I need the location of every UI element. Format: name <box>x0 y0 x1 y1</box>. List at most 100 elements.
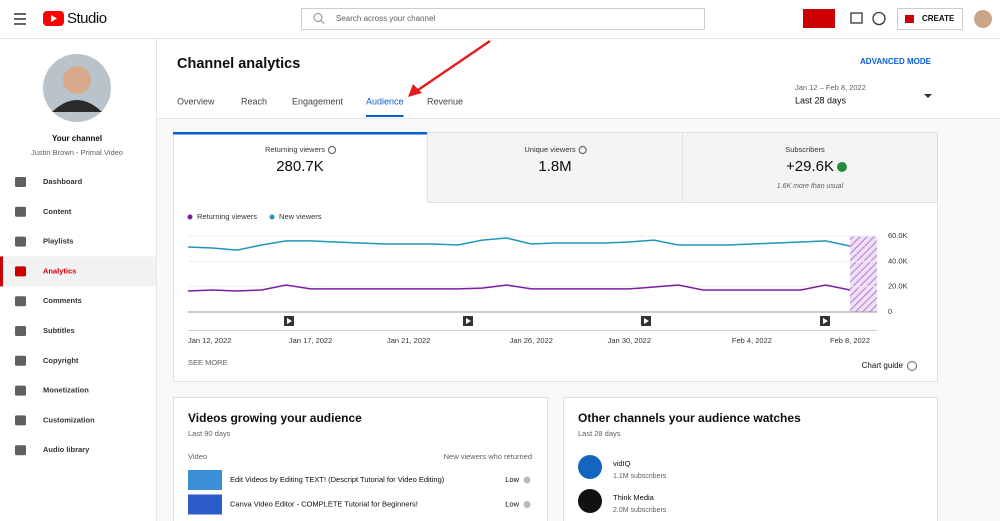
annotation-arrow <box>408 84 422 97</box>
upload-marker <box>287 318 292 324</box>
channel-logo[interactable] <box>578 489 602 513</box>
date-range[interactable]: Jan 12 – Feb 8, 2022 <box>795 83 866 92</box>
nav-icon[interactable] <box>15 236 26 247</box>
account-avatar[interactable] <box>974 10 992 28</box>
page-title: Channel analytics <box>177 56 300 72</box>
video-thumbnail[interactable] <box>188 494 222 515</box>
logo-text[interactable]: Studio <box>67 10 107 27</box>
nav-icon[interactable] <box>15 177 26 187</box>
channel-title: Your channel <box>52 134 102 143</box>
video-thumbnail[interactable] <box>188 470 222 490</box>
metric-label[interactable]: Subscribers <box>785 145 825 154</box>
search-icon <box>313 13 323 22</box>
channel-name[interactable]: vidIQ <box>613 459 631 468</box>
row-value: Low <box>505 475 519 484</box>
upload-marker <box>466 318 471 324</box>
channel-logo[interactable] <box>578 455 602 479</box>
nav-item[interactable]: Analytics <box>43 266 76 275</box>
metric-value[interactable]: +29.6K <box>786 158 834 175</box>
series-line <box>187 284 851 292</box>
tab[interactable]: Revenue <box>427 96 463 106</box>
card-subtitle: Last 28 days <box>578 429 621 438</box>
nav-icon[interactable] <box>15 266 26 277</box>
menu-icon[interactable] <box>14 13 26 25</box>
card <box>563 397 938 521</box>
period[interactable]: Last 28 days <box>795 95 847 105</box>
y-tick-label: 60.0K <box>888 231 908 240</box>
nav-item[interactable]: Copyright <box>43 356 79 365</box>
feedback-icon[interactable] <box>850 12 863 24</box>
card <box>173 397 548 521</box>
x-tick-label: Feb 8, 2022 <box>830 336 870 345</box>
nav-item[interactable]: Subtitles <box>43 326 75 335</box>
search-box[interactable] <box>301 8 705 30</box>
partial-period <box>850 236 877 312</box>
video-title[interactable]: Canva Video Editor - COMPLETE Tutorial f… <box>230 499 418 508</box>
tab[interactable]: Reach <box>241 96 267 106</box>
x-tick-label: Feb 4, 2022 <box>732 336 772 345</box>
info-icon <box>523 476 531 484</box>
info-icon <box>578 146 587 154</box>
nav-item[interactable]: Playlists <box>43 237 73 246</box>
see-more[interactable]: SEE MORE <box>188 358 228 367</box>
column-header: Video <box>188 452 207 461</box>
trend-up-icon <box>836 162 847 172</box>
legend-label: Returning viewers <box>197 212 257 221</box>
upload-marker <box>823 318 828 324</box>
x-tick-label: Jan 26, 2022 <box>510 336 553 345</box>
nav-item[interactable]: Comments <box>43 296 82 305</box>
legend-label: New viewers <box>279 212 322 221</box>
nav-icon[interactable] <box>15 445 26 456</box>
metric-value[interactable]: 280.7K <box>276 158 324 175</box>
metric-label[interactable]: Unique viewers <box>524 145 576 154</box>
series-line <box>187 237 851 251</box>
info-icon <box>328 146 337 154</box>
nav-icon[interactable] <box>15 385 26 396</box>
tab[interactable]: Audience <box>366 96 404 106</box>
advanced-mode[interactable]: ADVANCED MODE <box>860 57 932 66</box>
card-subtitle: Last 90 days <box>188 429 231 438</box>
nav-icon[interactable] <box>15 415 26 426</box>
card-title: Other channels your audience watches <box>578 411 801 425</box>
y-tick-label: 20.0K <box>888 282 908 291</box>
upload-marker <box>644 318 649 324</box>
video-title[interactable]: Edit Videos by Editing TEXT! (Descript T… <box>230 475 445 484</box>
create-button[interactable] <box>897 8 963 30</box>
nav-icon[interactable] <box>15 326 26 336</box>
y-tick-label: 40.0K <box>888 256 908 265</box>
live-button[interactable] <box>803 9 835 28</box>
nav-item[interactable]: Audio library <box>43 445 90 454</box>
metric-value[interactable]: 1.8M <box>538 158 571 175</box>
create-label[interactable]: CREATE <box>922 14 955 23</box>
channel-subscribers: 1.1M subscribers <box>613 473 667 480</box>
x-tick-label: Jan 30, 2022 <box>608 336 651 345</box>
search-placeholder[interactable]: Search across your channel <box>336 14 435 23</box>
nav-item[interactable]: Dashboard <box>43 177 83 186</box>
nav-item[interactable]: Customization <box>43 415 95 424</box>
nav-icon[interactable] <box>15 355 26 366</box>
channel-name[interactable]: Think Media <box>613 493 655 502</box>
x-tick-label: Jan 12, 2022 <box>188 336 231 345</box>
channel-subscribers: 2.0M subscribers <box>613 507 667 514</box>
row-value: Low <box>505 499 519 508</box>
nav-active-bar <box>0 256 3 287</box>
metric-note: 1.6K more than usual <box>777 183 844 190</box>
x-tick-label: Jan 17, 2022 <box>289 336 332 345</box>
chart-guide-icon[interactable] <box>907 361 917 371</box>
nav-item[interactable]: Content <box>43 207 72 216</box>
tab[interactable]: Engagement <box>292 96 344 106</box>
nav-icon[interactable] <box>15 296 26 307</box>
metric-label[interactable]: Returning viewers <box>265 145 325 154</box>
create-icon <box>905 15 914 23</box>
tab[interactable]: Overview <box>177 96 215 106</box>
legend-swatch <box>187 214 193 220</box>
x-tick-label: Jan 21, 2022 <box>387 336 430 345</box>
help-icon[interactable] <box>872 11 886 26</box>
dropdown-caret[interactable] <box>924 94 932 98</box>
nav-item[interactable]: Monetization <box>43 386 89 395</box>
nav-icon[interactable] <box>15 206 26 217</box>
info-icon <box>523 501 531 508</box>
chart-guide[interactable]: Chart guide <box>862 361 904 370</box>
